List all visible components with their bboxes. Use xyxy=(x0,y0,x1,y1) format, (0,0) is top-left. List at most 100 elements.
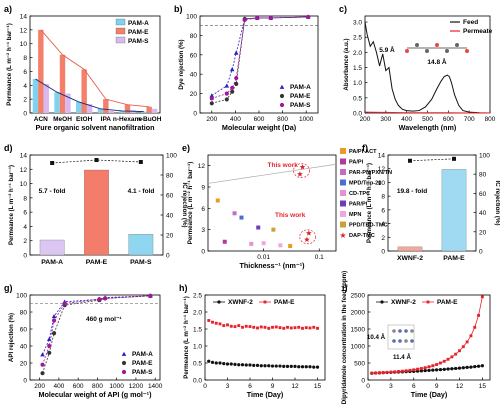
point-XWNF-2 xyxy=(289,364,293,369)
y-tick-label-g: 20 xyxy=(20,361,28,368)
panel-f-frame xyxy=(387,154,477,252)
point-this-work xyxy=(304,236,310,243)
point-PAM-E xyxy=(308,326,312,330)
y-tick-label-h: 0.5 xyxy=(193,361,202,368)
y-tick-label-d: 100 xyxy=(166,153,177,160)
point-XWNF-2 xyxy=(438,368,443,372)
point-PAM-E xyxy=(385,370,389,374)
legend-e-label: PPD/TBD-TMC xyxy=(349,223,388,229)
y-tick-label-f: 12 xyxy=(378,166,386,173)
y-tick-label-f: 20 xyxy=(479,229,487,236)
panel-label-i: i) xyxy=(342,283,348,293)
y-tick-label-f: 60 xyxy=(479,191,487,198)
y-tick-label-c: 0.5 xyxy=(353,95,362,102)
point-this-work xyxy=(299,164,306,170)
point-XWNF-2 xyxy=(270,364,275,368)
x-tick-label-b: 600 xyxy=(254,116,265,123)
bar-PAM-S xyxy=(128,234,154,256)
y-axis-title-d: Permeance (L m⁻² h⁻¹ bar⁻¹) xyxy=(8,165,15,245)
y-axis-title-i: Dipyridamole concentration in the feed (… xyxy=(341,271,348,404)
x-tick-label-c: 200 xyxy=(360,116,371,123)
x-tick-label-g: 1200 xyxy=(129,383,144,390)
legend-i-label: XWNF-2 xyxy=(391,299,416,306)
x-tick-label-c: 800 xyxy=(485,116,496,123)
point-PAM-E xyxy=(267,326,271,330)
point-PAM-E xyxy=(209,101,214,106)
y-tick-label-d: 60 xyxy=(166,193,174,200)
legend-g-swatch xyxy=(121,360,127,366)
point-PAM-E xyxy=(435,363,439,366)
bar-PAM-S xyxy=(86,103,93,113)
point-PAM-E xyxy=(381,371,385,375)
legend-g-swatch xyxy=(121,351,127,356)
rejection-line xyxy=(409,158,455,162)
y-tick-label-c: 2.5 xyxy=(353,35,362,42)
point-PAM-E xyxy=(233,325,237,329)
rejection-point xyxy=(94,158,99,162)
panel-e-frame xyxy=(207,154,337,252)
y-tick-label-d: 20 xyxy=(166,233,174,240)
series-line-PAM-E xyxy=(371,296,483,374)
y-tick-label-h: 2.5 xyxy=(193,293,202,300)
point-PAM-E xyxy=(256,326,259,330)
point-PAM-E xyxy=(244,324,248,328)
bar-PAM-S xyxy=(65,93,71,113)
bar-PAM-E xyxy=(441,169,467,252)
x-tick-label-b: 200 xyxy=(206,116,217,123)
legend-i-marker xyxy=(380,300,384,304)
point-PAM-E xyxy=(458,349,461,353)
fold-annotation: 19.8 - fold xyxy=(397,188,427,195)
molecule-atom xyxy=(465,49,469,53)
legend-h-label: XWNF-2 xyxy=(228,299,253,306)
point-PAM-E xyxy=(289,326,293,330)
y-tick-label-f: 4 xyxy=(381,221,385,228)
y-tick-label-d: 6 xyxy=(23,210,27,217)
point-PAM-E xyxy=(400,369,404,373)
point-this-work xyxy=(297,171,303,177)
point-PPD/TBD-TMC xyxy=(271,227,276,232)
panel-label-e: e) xyxy=(182,143,190,153)
y2-axis-title-f: IC rejection (%) xyxy=(494,180,500,225)
legend-i-marker xyxy=(426,300,430,304)
point-XWNF-2 xyxy=(218,361,222,365)
point-PAM-E xyxy=(469,334,473,338)
panel-h-frame xyxy=(204,294,326,381)
series-line-PAM-A xyxy=(42,295,151,355)
category-label: PAM-S xyxy=(130,259,152,266)
point-PAM-E xyxy=(446,357,450,361)
bar-PAM-E xyxy=(59,54,66,113)
y-tick-label-b: 60 xyxy=(190,52,198,59)
y-tick-label-a: 2 xyxy=(23,97,27,104)
point-PAM-E xyxy=(477,313,481,317)
point-MPN xyxy=(278,243,283,248)
point-XWNF-2 xyxy=(285,364,290,369)
y-tick-label-i: 0 xyxy=(361,378,365,385)
point-PAM-E xyxy=(404,369,408,373)
x-tick-label-c: 400 xyxy=(401,116,412,123)
point-PAM-E xyxy=(408,368,412,372)
legend-g-label: PAM-E xyxy=(132,360,153,367)
legend-e-swatch xyxy=(340,190,346,196)
point-XWNF-2 xyxy=(431,368,435,372)
y-tick-label-h: 2.0 xyxy=(193,310,202,317)
y-tick-label-e: 3 xyxy=(201,227,205,234)
point-PAM-E xyxy=(427,365,431,369)
point-PAM-E xyxy=(416,367,420,371)
y-tick-label-h: 0.0 xyxy=(193,378,202,385)
annotation-height: 10.4 Å xyxy=(367,334,386,341)
y-tick-label-a: 6 xyxy=(23,69,27,76)
point-XWNF-2 xyxy=(435,368,439,372)
y-tick-label-d: 12 xyxy=(20,167,28,174)
y-axis-title-e: Permeance (L m⁻² h⁻¹ bar⁻¹) xyxy=(187,162,194,245)
legend-e-swatch: ★ xyxy=(339,231,346,240)
category-label: n-Hexane xyxy=(113,116,143,123)
bar-PAM-S xyxy=(151,108,158,113)
point-XWNF-2 xyxy=(267,364,271,368)
x-tick-label-i: 0 xyxy=(366,383,370,390)
y-tick-label-g: 100 xyxy=(16,293,27,300)
point-XWNF-2 xyxy=(263,364,267,368)
point-PAM-E xyxy=(40,371,45,376)
point-XWNF-2 xyxy=(210,360,215,364)
x-tick-label-b: 800 xyxy=(277,116,288,123)
